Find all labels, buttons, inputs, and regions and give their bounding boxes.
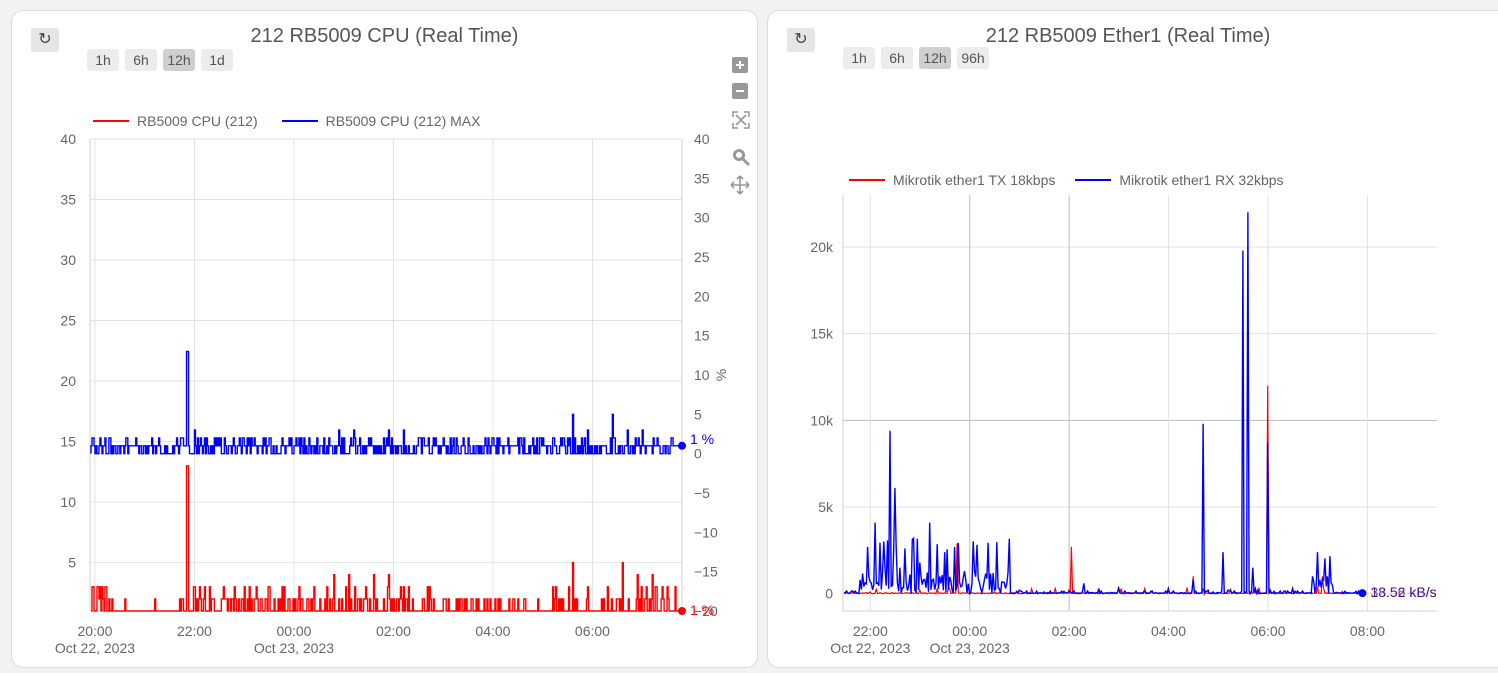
reset-zoom-icon[interactable] [731, 110, 750, 129]
y-tick-label-left: 40 [60, 131, 76, 147]
y-tick-label-right: 25 [694, 249, 710, 265]
x-tick-date-label: Oct 22, 2023 [55, 640, 135, 656]
y-tick-label-right: −5 [694, 485, 710, 501]
pan-icon[interactable] [730, 175, 750, 195]
range-button-1d[interactable]: 1d [201, 49, 233, 71]
y-tick-label-right: 0 [694, 446, 702, 462]
y-tick-label-left: 5 [68, 555, 76, 571]
refresh-icon[interactable]: ↻ [787, 28, 815, 52]
range-button-6h[interactable]: 6h [125, 49, 157, 71]
range-buttons: 1h 6h 12h 1d [87, 49, 233, 71]
x-tick-label: 06:00 [1250, 623, 1285, 639]
x-tick-label: 08:00 [1350, 623, 1385, 639]
range-button-12h[interactable]: 12h [163, 49, 195, 71]
x-tick-label: 04:00 [1151, 623, 1186, 639]
y-axis-label-right: % [713, 369, 729, 381]
x-tick-label: 02:00 [1052, 623, 1087, 639]
series-line-tx [843, 385, 1366, 595]
y-tick-label-right: −20 [694, 603, 718, 619]
legend-item-cpu-max[interactable]: RB5009 CPU (212) MAX [325, 113, 481, 129]
chart-legend: Mikrotik ether1 TX 18kbps Mikrotik ether… [849, 172, 1284, 188]
y-tick-label-left: 25 [60, 313, 76, 329]
legend-swatch-tx [849, 179, 885, 181]
y-tick-label-right: 15 [694, 328, 710, 344]
end-label-rx: 33.56 kB/s [1370, 584, 1436, 600]
chart-legend: RB5009 CPU (212) RB5009 CPU (212) MAX [93, 113, 480, 129]
range-button-1h[interactable]: 1h [843, 47, 875, 69]
legend-swatch-cpu-max [281, 120, 318, 122]
x-tick-date-label: Oct 23, 2023 [930, 640, 1010, 656]
end-label-cpu-max: 1 % [690, 431, 714, 447]
y-tick-label-right: 35 [694, 170, 710, 186]
y-tick-label-right: 5 [694, 406, 702, 422]
range-buttons: 1h 6h 12h 96h [843, 47, 989, 69]
y-tick-label-right: 30 [694, 210, 710, 226]
x-tick-label: 02:00 [376, 623, 411, 639]
end-label-tx: 18.52 kB/s [1370, 584, 1436, 600]
chart-title: 212 RB5009 Ether1 (Real Time) [985, 25, 1271, 47]
legend-swatch-cpu [93, 120, 129, 122]
y-tick-label-right: 20 [694, 288, 710, 304]
legend-item-tx[interactable]: Mikrotik ether1 TX 18kbps [893, 172, 1056, 188]
series-line-cpu-max [90, 350, 680, 455]
x-tick-label: 20:00 [77, 623, 112, 639]
x-tick-label: 22:00 [177, 623, 212, 639]
x-tick-label: 22:00 [853, 623, 888, 639]
end-point-rx [1358, 589, 1367, 598]
y-tick-label: 0 [825, 586, 833, 602]
legend-item-cpu[interactable]: RB5009 CPU (212) [137, 113, 258, 129]
zoom-select-icon[interactable] [731, 147, 751, 167]
y-tick-label-left: 20 [60, 373, 76, 389]
y-tick-label-left: 15 [60, 434, 76, 450]
legend-swatch-rx [1075, 179, 1112, 181]
x-tick-label: 06:00 [575, 623, 610, 639]
range-button-1h[interactable]: 1h [87, 49, 119, 71]
y-tick-label: 5k [818, 499, 834, 515]
y-tick-label-right: −15 [694, 564, 718, 580]
y-tick-label: 10k [810, 412, 834, 428]
range-button-12h[interactable]: 12h [919, 47, 951, 69]
x-tick-date-label: Oct 22, 2023 [830, 640, 910, 656]
y-tick-label: 20k [810, 239, 834, 255]
range-button-96h[interactable]: 96h [957, 47, 989, 69]
x-tick-date-label: Oct 23, 2023 [254, 640, 334, 656]
y-tick-label-right: −10 [694, 524, 718, 540]
end-point-cpu [678, 607, 686, 615]
series-line-rx [843, 212, 1366, 597]
y-tick-label-left: 35 [60, 192, 76, 208]
y-tick-label: 15k [810, 326, 834, 342]
refresh-icon[interactable]: ↻ [31, 28, 59, 52]
chart-title: 212 RB5009 CPU (Real Time) [250, 25, 519, 47]
x-tick-label: 00:00 [276, 623, 311, 639]
series-line-cpu [90, 465, 680, 612]
legend-item-rx[interactable]: Mikrotik ether1 RX 32kbps [1119, 172, 1284, 188]
zoom-out-icon[interactable] [731, 82, 749, 100]
range-button-6h[interactable]: 6h [881, 47, 913, 69]
y-tick-label-left: 30 [60, 252, 76, 268]
y-tick-label-right: 10 [694, 367, 710, 383]
x-tick-label: 00:00 [952, 623, 987, 639]
x-tick-label: 04:00 [475, 623, 510, 639]
y-tick-label-left: 10 [60, 494, 76, 510]
end-point-cpu-max [678, 441, 686, 450]
cpu-chart-panel: ↻ 212 RB5009 CPU (Real Time) 1h 6h 12h 1… [11, 10, 758, 668]
zoom-in-icon[interactable] [731, 56, 749, 74]
y-tick-label-right: 40 [694, 131, 710, 147]
end-label-cpu: 1 % [690, 602, 714, 618]
